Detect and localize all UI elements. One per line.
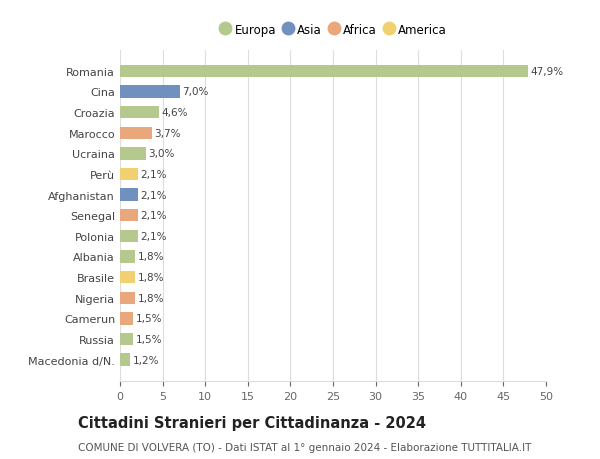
Legend: Europa, Asia, Africa, America: Europa, Asia, Africa, America bbox=[215, 20, 451, 40]
Bar bbox=[120, 353, 130, 366]
Bar bbox=[120, 271, 136, 284]
Text: 1,8%: 1,8% bbox=[138, 252, 164, 262]
Bar bbox=[120, 230, 138, 242]
Text: 47,9%: 47,9% bbox=[530, 67, 564, 77]
Bar bbox=[120, 333, 133, 345]
Text: 1,8%: 1,8% bbox=[138, 273, 164, 282]
Bar bbox=[120, 189, 138, 202]
Bar bbox=[120, 210, 138, 222]
Text: 3,0%: 3,0% bbox=[148, 149, 175, 159]
Text: 1,2%: 1,2% bbox=[133, 355, 159, 365]
Bar bbox=[120, 127, 152, 140]
Bar bbox=[120, 66, 528, 78]
Bar bbox=[120, 292, 136, 304]
Bar bbox=[120, 86, 179, 98]
Bar bbox=[120, 148, 146, 160]
Bar bbox=[120, 168, 138, 181]
Text: 3,7%: 3,7% bbox=[154, 129, 181, 139]
Bar bbox=[120, 251, 136, 263]
Text: 2,1%: 2,1% bbox=[140, 211, 167, 221]
Text: 4,6%: 4,6% bbox=[162, 108, 188, 118]
Text: 2,1%: 2,1% bbox=[140, 169, 167, 179]
Text: 1,8%: 1,8% bbox=[138, 293, 164, 303]
Text: 2,1%: 2,1% bbox=[140, 231, 167, 241]
Bar bbox=[120, 313, 133, 325]
Text: 7,0%: 7,0% bbox=[182, 87, 209, 97]
Text: 1,5%: 1,5% bbox=[136, 313, 162, 324]
Text: Cittadini Stranieri per Cittadinanza - 2024: Cittadini Stranieri per Cittadinanza - 2… bbox=[78, 415, 426, 431]
Text: 2,1%: 2,1% bbox=[140, 190, 167, 200]
Text: COMUNE DI VOLVERA (TO) - Dati ISTAT al 1° gennaio 2024 - Elaborazione TUTTITALIA: COMUNE DI VOLVERA (TO) - Dati ISTAT al 1… bbox=[78, 442, 532, 452]
Bar bbox=[120, 106, 159, 119]
Text: 1,5%: 1,5% bbox=[136, 334, 162, 344]
